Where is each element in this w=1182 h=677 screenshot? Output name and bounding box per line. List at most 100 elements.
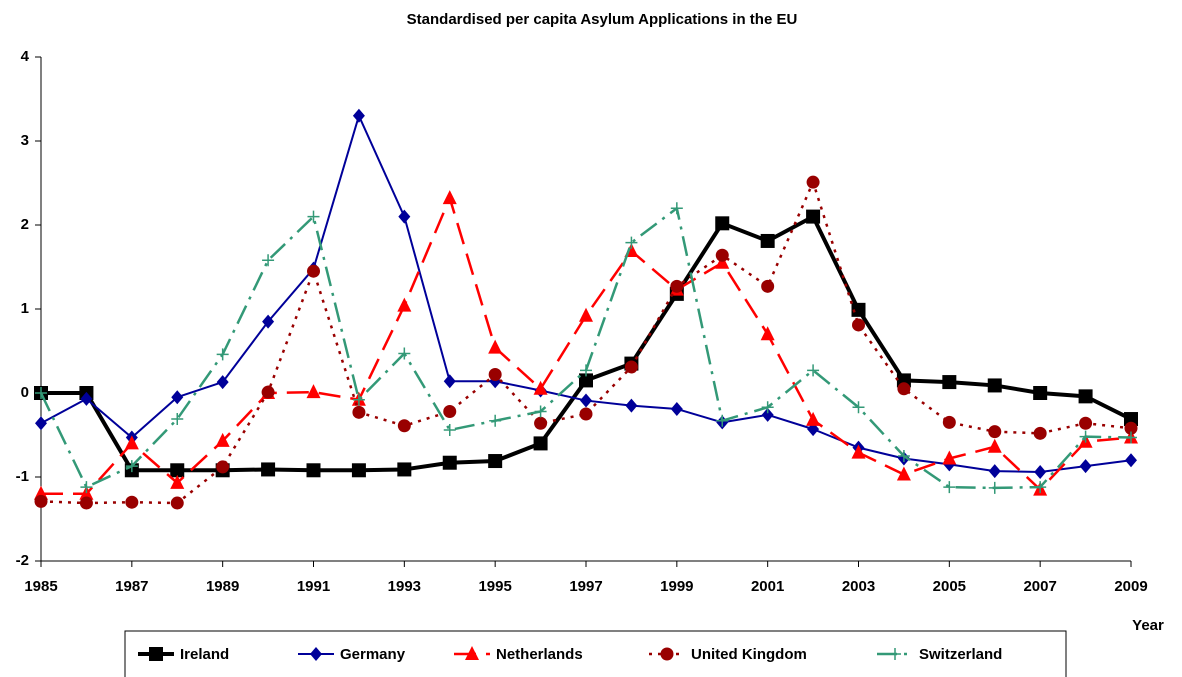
series-line bbox=[41, 214, 1132, 473]
marker bbox=[125, 460, 138, 473]
marker bbox=[1125, 453, 1137, 468]
y-tick-label: 2 bbox=[21, 216, 29, 233]
marker bbox=[533, 436, 548, 451]
marker bbox=[897, 450, 910, 462]
marker bbox=[942, 450, 957, 465]
y-tick-label: 4 bbox=[21, 48, 30, 65]
marker bbox=[216, 375, 229, 390]
marker bbox=[761, 407, 774, 422]
y-tick-label: 3 bbox=[21, 132, 29, 149]
marker bbox=[125, 495, 139, 509]
marker bbox=[442, 455, 457, 470]
marker bbox=[534, 416, 548, 430]
marker bbox=[149, 647, 163, 661]
marker bbox=[443, 404, 457, 418]
y-tick-label: 0 bbox=[21, 384, 29, 401]
marker bbox=[942, 415, 956, 429]
marker bbox=[1079, 416, 1093, 430]
marker bbox=[35, 387, 47, 399]
marker bbox=[625, 236, 638, 249]
marker bbox=[761, 279, 775, 293]
marker bbox=[851, 444, 866, 459]
legend-label: Netherlands bbox=[496, 646, 583, 663]
marker bbox=[443, 423, 456, 436]
marker bbox=[1124, 421, 1138, 435]
marker bbox=[715, 254, 730, 269]
marker bbox=[1124, 412, 1138, 427]
marker bbox=[307, 210, 320, 223]
marker bbox=[1078, 389, 1093, 404]
marker bbox=[1079, 459, 1092, 474]
marker bbox=[806, 209, 821, 224]
marker bbox=[442, 190, 457, 205]
marker bbox=[579, 307, 593, 322]
marker bbox=[488, 454, 503, 469]
marker bbox=[216, 460, 230, 474]
marker bbox=[306, 384, 321, 399]
marker bbox=[987, 438, 1002, 453]
y-tick-label: -2 bbox=[16, 552, 29, 569]
x-tick-label: 1993 bbox=[388, 578, 421, 595]
marker bbox=[942, 375, 957, 390]
marker bbox=[761, 401, 774, 414]
marker bbox=[760, 233, 775, 248]
marker bbox=[896, 466, 911, 481]
marker bbox=[670, 401, 683, 416]
marker bbox=[124, 435, 139, 450]
marker bbox=[943, 481, 956, 494]
series-line bbox=[39, 206, 1132, 490]
marker bbox=[35, 416, 47, 431]
marker bbox=[262, 254, 275, 267]
marker bbox=[170, 474, 185, 489]
marker bbox=[889, 648, 901, 660]
marker bbox=[261, 385, 275, 399]
marker bbox=[34, 494, 48, 508]
x-tick-label: 1999 bbox=[660, 578, 693, 595]
marker bbox=[988, 464, 1001, 479]
y-tick-label: -1 bbox=[16, 468, 29, 485]
marker bbox=[488, 368, 502, 382]
marker bbox=[624, 360, 638, 374]
marker bbox=[80, 391, 93, 406]
x-tick-label: 2003 bbox=[842, 578, 875, 595]
marker bbox=[397, 419, 411, 433]
x-tick-label: 2001 bbox=[751, 578, 784, 595]
marker bbox=[852, 318, 865, 332]
marker bbox=[1125, 431, 1137, 444]
legend-box bbox=[124, 630, 1067, 677]
marker bbox=[171, 413, 184, 426]
marker bbox=[351, 463, 366, 478]
marker bbox=[715, 248, 729, 262]
series-line bbox=[41, 196, 1132, 496]
marker bbox=[852, 401, 865, 414]
marker bbox=[307, 264, 320, 278]
marker bbox=[397, 297, 412, 312]
marker bbox=[806, 411, 821, 426]
marker bbox=[897, 382, 911, 396]
marker bbox=[352, 393, 365, 406]
marker bbox=[306, 463, 321, 478]
marker bbox=[1033, 426, 1047, 440]
x-tick-label: 2007 bbox=[1023, 578, 1056, 595]
marker bbox=[715, 216, 730, 231]
x-tick-label: 2005 bbox=[933, 578, 966, 595]
legend-label: United Kingdom bbox=[691, 646, 807, 663]
marker bbox=[807, 364, 820, 377]
marker bbox=[670, 279, 684, 293]
marker bbox=[670, 202, 683, 215]
legend-label: Ireland bbox=[180, 646, 229, 663]
marker bbox=[465, 646, 479, 660]
legend-label: Switzerland bbox=[919, 646, 1002, 663]
marker bbox=[80, 481, 93, 494]
marker bbox=[579, 407, 593, 421]
x-tick-label: 1997 bbox=[569, 578, 602, 595]
x-tick-label: 1989 bbox=[206, 578, 239, 595]
x-tick-label: 1995 bbox=[478, 578, 511, 595]
legend-label: Germany bbox=[340, 646, 406, 663]
marker bbox=[579, 373, 593, 388]
marker bbox=[170, 496, 184, 510]
marker bbox=[716, 414, 729, 427]
marker bbox=[489, 414, 502, 427]
marker bbox=[988, 425, 1002, 439]
